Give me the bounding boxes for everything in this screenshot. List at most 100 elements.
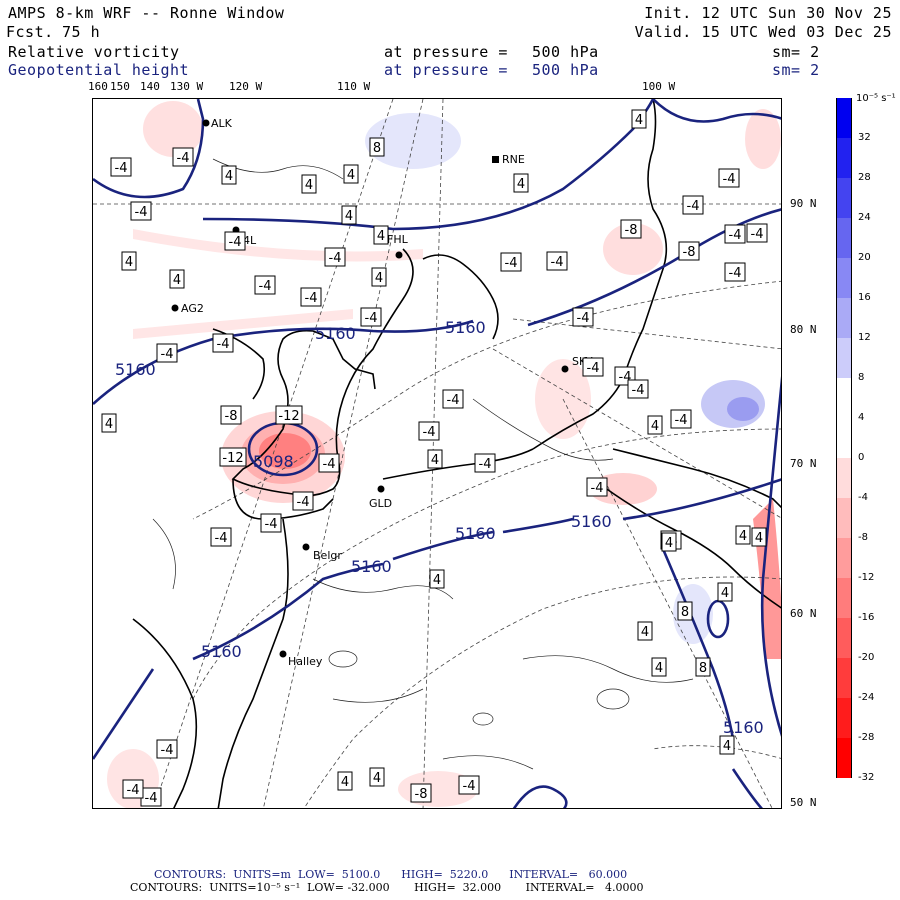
vorticity-label-box [661,532,677,552]
vorticity-label: 4 [371,267,387,287]
vorticity-label-text: -4 [587,361,600,376]
vorticity-label-text: 4 [375,271,383,286]
coastline-antarctic [592,478,781,609]
vorticity-label: -4 [442,389,464,409]
vorticity-label-text: -4 [323,457,336,472]
vorticity-label-box [717,582,733,602]
vorticity-label-box [410,783,432,803]
vorticity-label-box [221,165,237,185]
colorbar-tick-label: 24 [858,212,871,223]
colorbar-swatch [836,338,852,378]
colorbar-tick-label: -8 [858,532,868,543]
vorticity-label: -4 [614,366,636,386]
vorticity-label-box [360,307,382,327]
height-label: 5098 [253,452,294,471]
height-contour-5160 [731,768,763,808]
vorticity-label: -4 [572,307,594,327]
vorticity-label: -4 [582,357,604,377]
station-label-fhl: FHL [387,233,409,246]
vorticity-label: -4 [318,453,340,473]
vorticity-label-text: -12 [222,451,243,466]
init-time: Init. 12 UTC Sun 30 Nov 25 [644,4,892,22]
lat-label-90n: 90 N [790,197,817,210]
colorbar-swatch [836,618,852,658]
height-contour-5160 [202,99,655,231]
vorticity-label-box [620,219,642,239]
vorticity-label-box [751,527,767,547]
vorticity-label-text: -4 [127,783,140,798]
vorticity-label-text: -8 [683,245,696,260]
height-label: 5160 [445,318,486,337]
vorticity-label: -4 [210,527,232,547]
vorticity-label-box [343,164,359,184]
height-contour-5160 [93,319,474,405]
height-contour-5160 [392,530,494,561]
vorticity-label: -8 [620,219,642,239]
vorticity-label-text: -4 [161,743,174,758]
vorticity-label-text: -8 [625,223,638,238]
coastline-weddell [132,618,198,808]
colorbar-tick-label: -28 [858,732,875,743]
vorticity-label-text: -4 [687,199,700,214]
parallel-70n [192,428,781,700]
meridian-90w [492,348,781,519]
colorbar-units: 10⁻⁵ s⁻¹ [856,93,896,104]
vorticity-label-text: -4 [297,495,310,510]
vorticity-label-text: 4 [723,739,731,754]
vorticity-label-box [546,251,568,271]
colorbar-swatch [836,258,852,298]
footer-height-contours: CONTOURS: UNITS=m LOW= 5100.0 HIGH= 5220… [154,868,628,881]
vorticity-contour [472,398,614,461]
vorticity-label-text: 4 [665,536,673,551]
vorticity-label: -4 [300,287,322,307]
vorticity-label: 4 [429,569,445,589]
vorticity-label-text: 8 [373,141,381,156]
vorticity-label-group: -4-4-4-4-4-4-4-4-4-4-4-4-4-4-4-4-4-4-4-4… [101,109,768,807]
lon-label-110w: 110 W [337,80,371,93]
vorticity-band-negative [133,229,423,262]
vorticity-label: -8 [220,405,242,425]
vorticity-label: -4 [474,453,496,473]
vorticity-label-box [572,307,594,327]
field2-level-label: at pressure = [384,61,508,79]
vorticity-label: -4 [140,787,162,807]
vorticity-label: -4 [260,513,282,533]
vorticity-label: -8 [678,241,700,261]
vorticity-label-box [458,775,480,795]
vorticity-contours [152,158,694,770]
colorbar-swatch [836,298,852,338]
vorticity-label-box [442,389,464,409]
vorticity-label-box [224,231,246,251]
vorticity-label-box [260,513,282,533]
vorticity-label-text: -4 [423,425,436,440]
vorticity-label: -4 [500,252,522,272]
vorticity-label-text: -4 [577,311,590,326]
vorticity-label-text: 4 [517,177,525,192]
station-marker-fhl [395,251,403,259]
vorticity-label-text: 4 [347,168,355,183]
vorticity-label-text: 4 [105,417,113,432]
vorticity-label-text: -4 [751,227,764,242]
vorticity-label-box [300,287,322,307]
station-marker-halley [279,650,287,658]
vorticity-label-text: -4 [135,205,148,220]
vorticity-label: 4 [647,415,663,435]
vorticity-label-text: -8 [415,787,428,802]
vorticity-contour [522,655,694,683]
vorticity-label: 4 [101,413,117,433]
vorticity-label: -4 [324,247,346,267]
vorticity-label-box [318,453,340,473]
station-marker-rne [492,156,499,163]
vorticity-label-box [324,247,346,267]
vorticity-label-box [210,527,232,547]
coastline-ice-shelf [312,330,376,390]
vorticity-label-box [169,269,185,289]
colorbar-swatch [836,178,852,218]
height-contour-5160 [192,562,384,661]
height-label: 5160 [315,324,356,343]
vorticity-label: -4 [670,409,692,429]
model-title: AMPS 8-km WRF -- Ronne Window [8,4,285,22]
colorbar-tick-label: -32 [858,772,875,783]
coastline-antarctic [532,99,668,450]
colorbar-swatch [836,418,852,458]
